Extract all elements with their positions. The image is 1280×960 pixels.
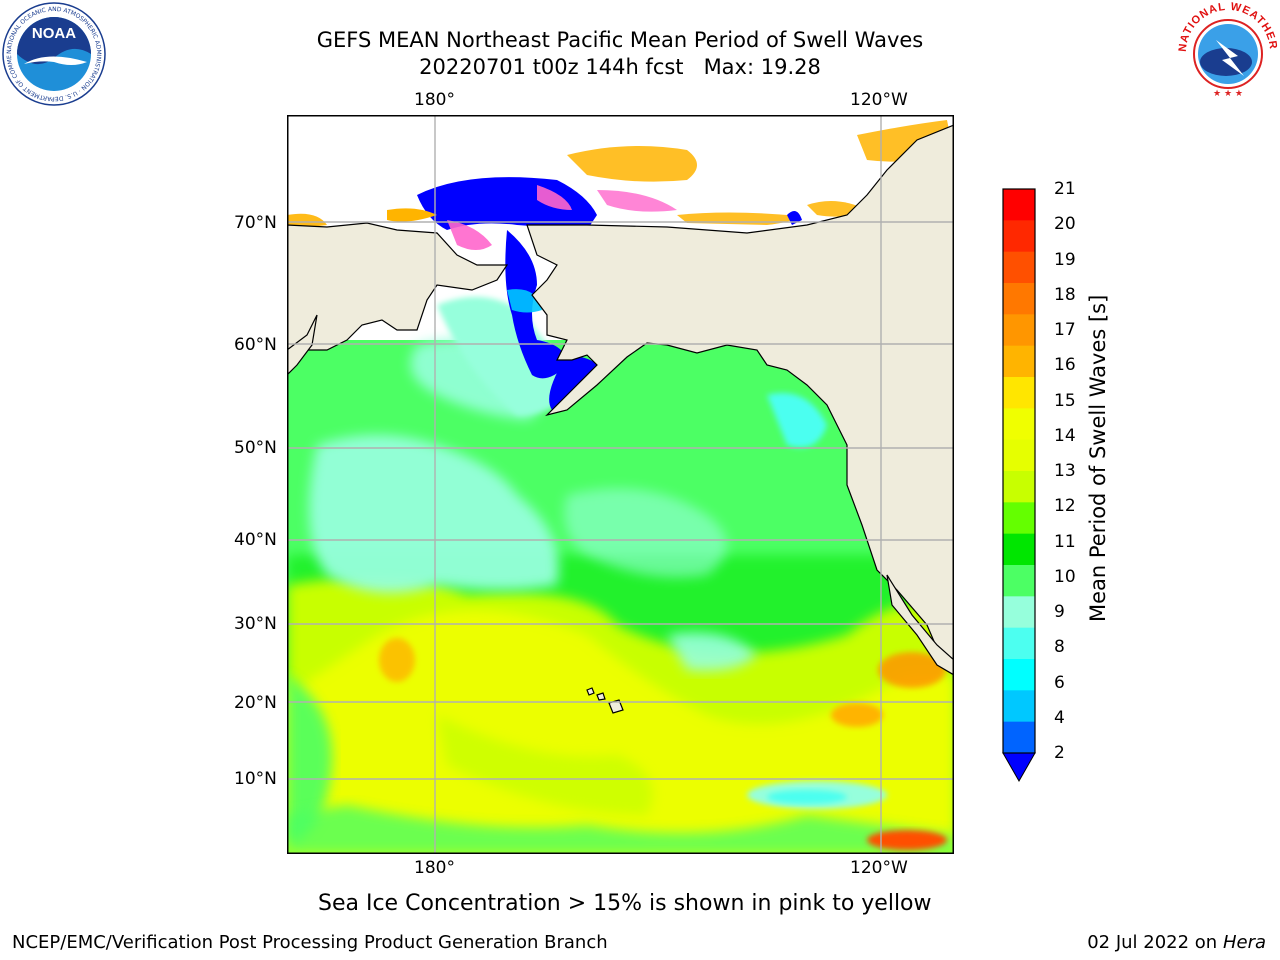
colorbar-band (1003, 596, 1035, 629)
colorbar-frame (1002, 188, 1036, 754)
colorbar-band (1003, 251, 1035, 284)
lon-label-top-120w: 120°W (850, 90, 908, 110)
colorbar-band (1003, 408, 1035, 441)
footer-date-text: 02 Jul 2022 on (1087, 932, 1223, 953)
colorbar-band (1003, 439, 1035, 472)
colorbar-tick-label: 9 (1054, 602, 1065, 622)
colorbar-bands (1003, 189, 1035, 754)
colorbar-band (1003, 220, 1035, 253)
swell-period-field (287, 297, 954, 854)
colorbar-tick-label: 2 (1054, 743, 1065, 763)
lat-label-50n: 50°N (234, 438, 277, 458)
colorbar-tick-label: 19 (1054, 249, 1076, 270)
colorbar-tick-label: 15 (1054, 390, 1076, 411)
lat-label-10n: 10°N (234, 769, 277, 789)
lat-label-30n: 30°N (234, 614, 277, 634)
svg-text:★ ★ ★: ★ ★ ★ (1213, 89, 1243, 99)
colorbar-band (1003, 690, 1035, 723)
chart-title: GEFS MEAN Northeast Pacific Mean Period … (316, 28, 924, 52)
footer-machine: Hera (1222, 932, 1266, 953)
colorbar-band (1003, 533, 1035, 566)
colorbar-band (1003, 627, 1035, 660)
colorbar-band (1003, 659, 1035, 691)
sea-ice-note: Sea Ice Concentration > 15% is shown in … (318, 891, 932, 916)
colorbar-tick-label: 10 (1054, 566, 1076, 587)
colorbar-band (1003, 502, 1035, 535)
colorbar-band (1003, 471, 1035, 503)
colorbar-label: Mean Period of Swell Waves [s] (1086, 294, 1110, 622)
lat-label-40n: 40°N (234, 530, 277, 550)
lon-label-bottom-120w: 120°W (850, 858, 908, 878)
map-frame (287, 115, 954, 854)
colorbar-tick-label: 21 (1054, 179, 1076, 199)
colorbar-tick-label: 20 (1054, 214, 1076, 235)
colorbar-tick-label: 6 (1054, 672, 1065, 693)
colorbar-tick-label: 4 (1054, 707, 1065, 728)
colorbar-band (1003, 314, 1035, 347)
lat-label-60n: 60°N (234, 335, 277, 355)
chart-subtitle: 20220701 t00z 144h fcst Max: 19.28 (419, 55, 821, 79)
sea-ice-overlay (287, 120, 954, 410)
colorbar-tick-label: 16 (1054, 355, 1076, 376)
graticule (287, 115, 954, 854)
lon-label-top-180: 180° (414, 90, 455, 110)
colorbar-tick-label: 11 (1054, 531, 1076, 552)
lat-label-70n: 70°N (234, 213, 277, 233)
colorbar-tick-label: 8 (1054, 637, 1065, 658)
colorbar-tick-label: 13 (1054, 461, 1076, 481)
colorbar-band (1003, 565, 1035, 597)
map-panel (287, 115, 954, 854)
colorbar-band (1003, 721, 1035, 754)
colorbar-band (1003, 377, 1035, 409)
noaa-logo-icon: NOAA NATIONAL OCEANIC AND ATMOSPHERIC AD… (2, 2, 106, 106)
colorbar-tick-label: 18 (1054, 284, 1076, 305)
footer-branch: NCEP/EMC/Verification Post Processing Pr… (12, 932, 608, 953)
lon-label-bottom-180: 180° (414, 858, 455, 878)
svg-text:NOAA: NOAA (32, 25, 76, 42)
land-masses (287, 124, 954, 714)
colorbar-extend-triangle (1002, 752, 1036, 783)
nws-logo-icon: NATIONAL WEATHER SERVICE ★ ★ ★ (1176, 0, 1278, 102)
colorbar-band (1003, 345, 1035, 378)
colorbar (1002, 188, 1036, 783)
colorbar-tick-label: 14 (1054, 425, 1076, 446)
lat-label-20n: 20°N (234, 693, 277, 713)
colorbar-tick-label: 12 (1054, 496, 1076, 517)
footer-date: 02 Jul 2022 on Hera (1087, 932, 1266, 954)
colorbar-band (1003, 283, 1035, 315)
colorbar-band (1003, 189, 1035, 221)
colorbar-tick-label: 17 (1054, 320, 1076, 340)
